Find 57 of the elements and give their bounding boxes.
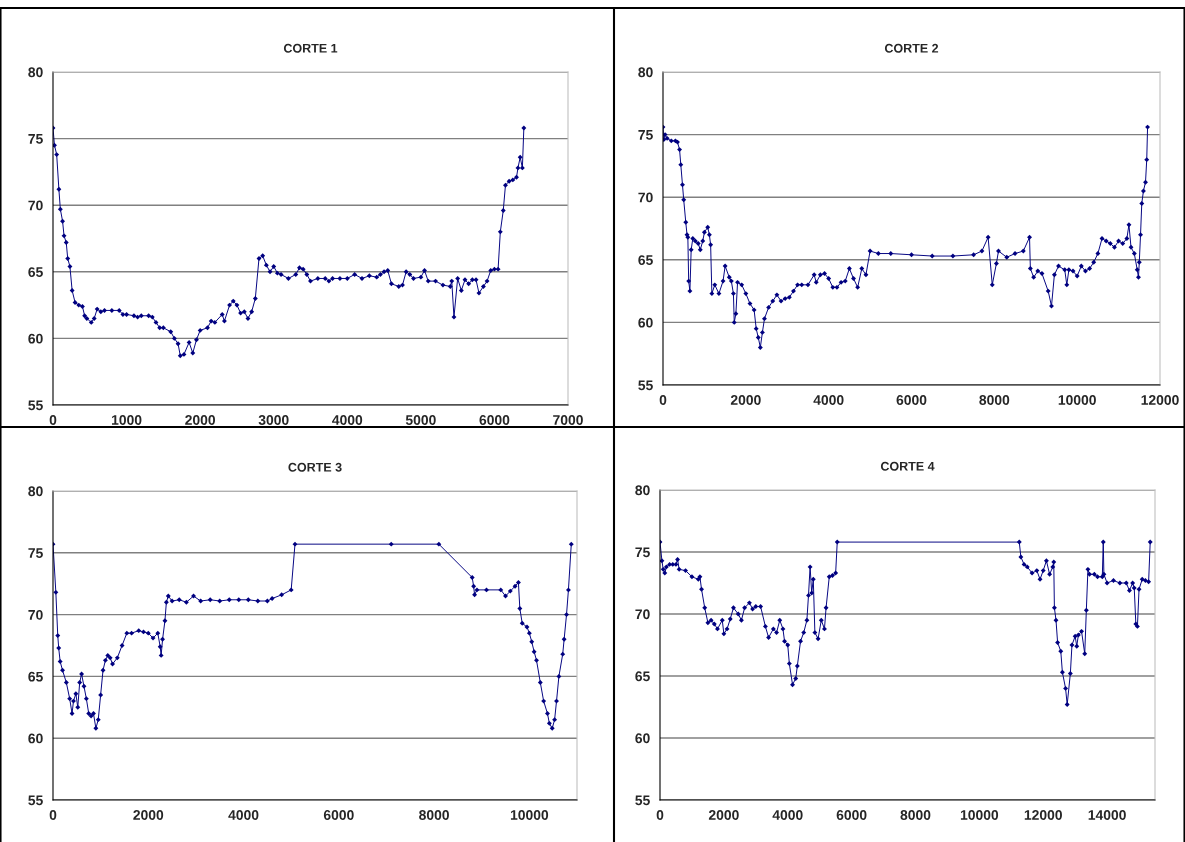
chart-title: CORTE 1 xyxy=(283,43,338,53)
x-tick-label: 2000 xyxy=(708,810,739,820)
x-tick-label: 10000 xyxy=(1058,395,1096,405)
y-tick-label: 55 xyxy=(28,795,43,806)
y-tick-label: 70 xyxy=(635,609,650,620)
x-tick-label: 4000 xyxy=(332,415,363,425)
x-tick-label: 0 xyxy=(49,415,57,425)
y-tick-label: 75 xyxy=(28,548,43,558)
x-tick-label: 6000 xyxy=(836,810,867,820)
x-tick-label: 8000 xyxy=(900,810,931,820)
x-tick-label: 5000 xyxy=(405,415,436,425)
y-tick-label: 70 xyxy=(28,200,43,211)
y-tick-label: 65 xyxy=(638,255,653,265)
y-tick-label: 75 xyxy=(635,547,650,558)
x-tick-label: 7000 xyxy=(553,415,583,425)
x-tick-label: 4000 xyxy=(813,395,844,405)
x-tick-label: 3000 xyxy=(258,415,289,425)
y-tick-label: 65 xyxy=(635,671,650,682)
y-tick-label: 80 xyxy=(638,67,653,78)
x-tick-label: 10000 xyxy=(960,810,999,820)
chart-title: CORTE 3 xyxy=(288,462,342,472)
y-tick-label: 65 xyxy=(28,671,43,682)
y-tick-label: 60 xyxy=(638,317,653,328)
y-tick-label: 80 xyxy=(635,485,650,496)
x-tick-label: 2000 xyxy=(730,395,761,405)
y-tick-label: 65 xyxy=(28,267,43,277)
y-tick-label: 55 xyxy=(635,795,650,806)
y-tick-label: 60 xyxy=(635,733,650,744)
y-tick-label: 80 xyxy=(28,67,43,78)
y-tick-label: 55 xyxy=(28,400,43,411)
x-tick-label: 14000 xyxy=(1088,810,1126,820)
chart-title: CORTE 2 xyxy=(884,43,939,53)
x-tick-label: 12000 xyxy=(1024,810,1062,820)
y-tick-label: 60 xyxy=(28,333,43,344)
x-tick-label: 4000 xyxy=(772,810,803,820)
x-tick-label: 0 xyxy=(659,395,667,405)
x-tick-label: 6000 xyxy=(323,810,354,820)
x-tick-label: 0 xyxy=(49,810,57,820)
x-tick-label: 2000 xyxy=(133,810,164,820)
chart-title: CORTE 4 xyxy=(880,461,935,471)
y-tick-label: 75 xyxy=(28,134,43,144)
x-tick-label: 6000 xyxy=(479,415,510,425)
y-tick-label: 70 xyxy=(28,609,43,620)
x-tick-label: 0 xyxy=(656,810,664,820)
y-tick-label: 80 xyxy=(28,486,43,497)
x-tick-label: 12000 xyxy=(1141,395,1179,405)
x-tick-label: 8000 xyxy=(979,395,1010,405)
y-tick-label: 70 xyxy=(638,192,653,203)
x-tick-label: 1000 xyxy=(112,415,142,425)
x-tick-label: 10000 xyxy=(510,810,549,820)
y-tick-label: 75 xyxy=(638,130,653,140)
y-tick-label: 55 xyxy=(638,380,653,391)
x-tick-label: 2000 xyxy=(185,415,216,425)
x-tick-label: 6000 xyxy=(896,395,927,405)
y-tick-label: 60 xyxy=(28,733,43,744)
x-tick-label: 4000 xyxy=(228,810,259,820)
x-tick-label: 8000 xyxy=(419,810,449,820)
